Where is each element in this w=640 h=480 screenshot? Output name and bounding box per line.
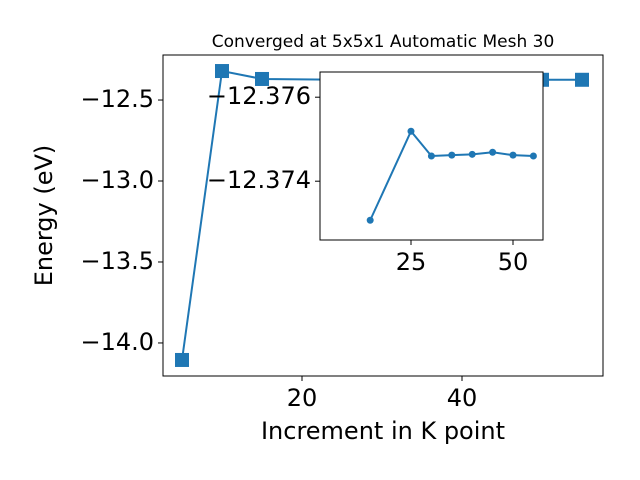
marker <box>175 352 189 367</box>
y-tick-label: −13.5 <box>80 247 154 275</box>
marker <box>407 127 415 135</box>
x-tick-label: 25 <box>396 248 427 276</box>
marker <box>448 151 456 159</box>
marker <box>255 71 269 86</box>
chart-title: Converged at 5x5x1 Automatic Mesh 30 <box>212 32 555 52</box>
axes-frame <box>319 71 544 241</box>
y-tick-label: −12.376 <box>207 82 311 110</box>
y-tick-label: −13.0 <box>80 166 154 194</box>
x-tick-label: 40 <box>447 384 478 412</box>
marker <box>529 152 537 160</box>
y-tick-label: −12.5 <box>80 85 154 113</box>
x-tick-label: 20 <box>287 384 318 412</box>
y-tick-label: −12.374 <box>207 166 311 194</box>
marker <box>215 64 229 79</box>
marker <box>489 148 497 156</box>
axes-frame <box>162 54 604 377</box>
x-tick-label: 50 <box>498 248 529 276</box>
marker <box>427 152 435 160</box>
marker <box>575 72 589 87</box>
y-tick-label: −14.0 <box>80 328 154 356</box>
marker <box>468 150 476 158</box>
marker <box>509 151 517 159</box>
x-axis-label: Increment in K point <box>261 417 505 445</box>
y-axis-label: Energy (eV) <box>30 145 58 287</box>
marker <box>366 216 374 224</box>
